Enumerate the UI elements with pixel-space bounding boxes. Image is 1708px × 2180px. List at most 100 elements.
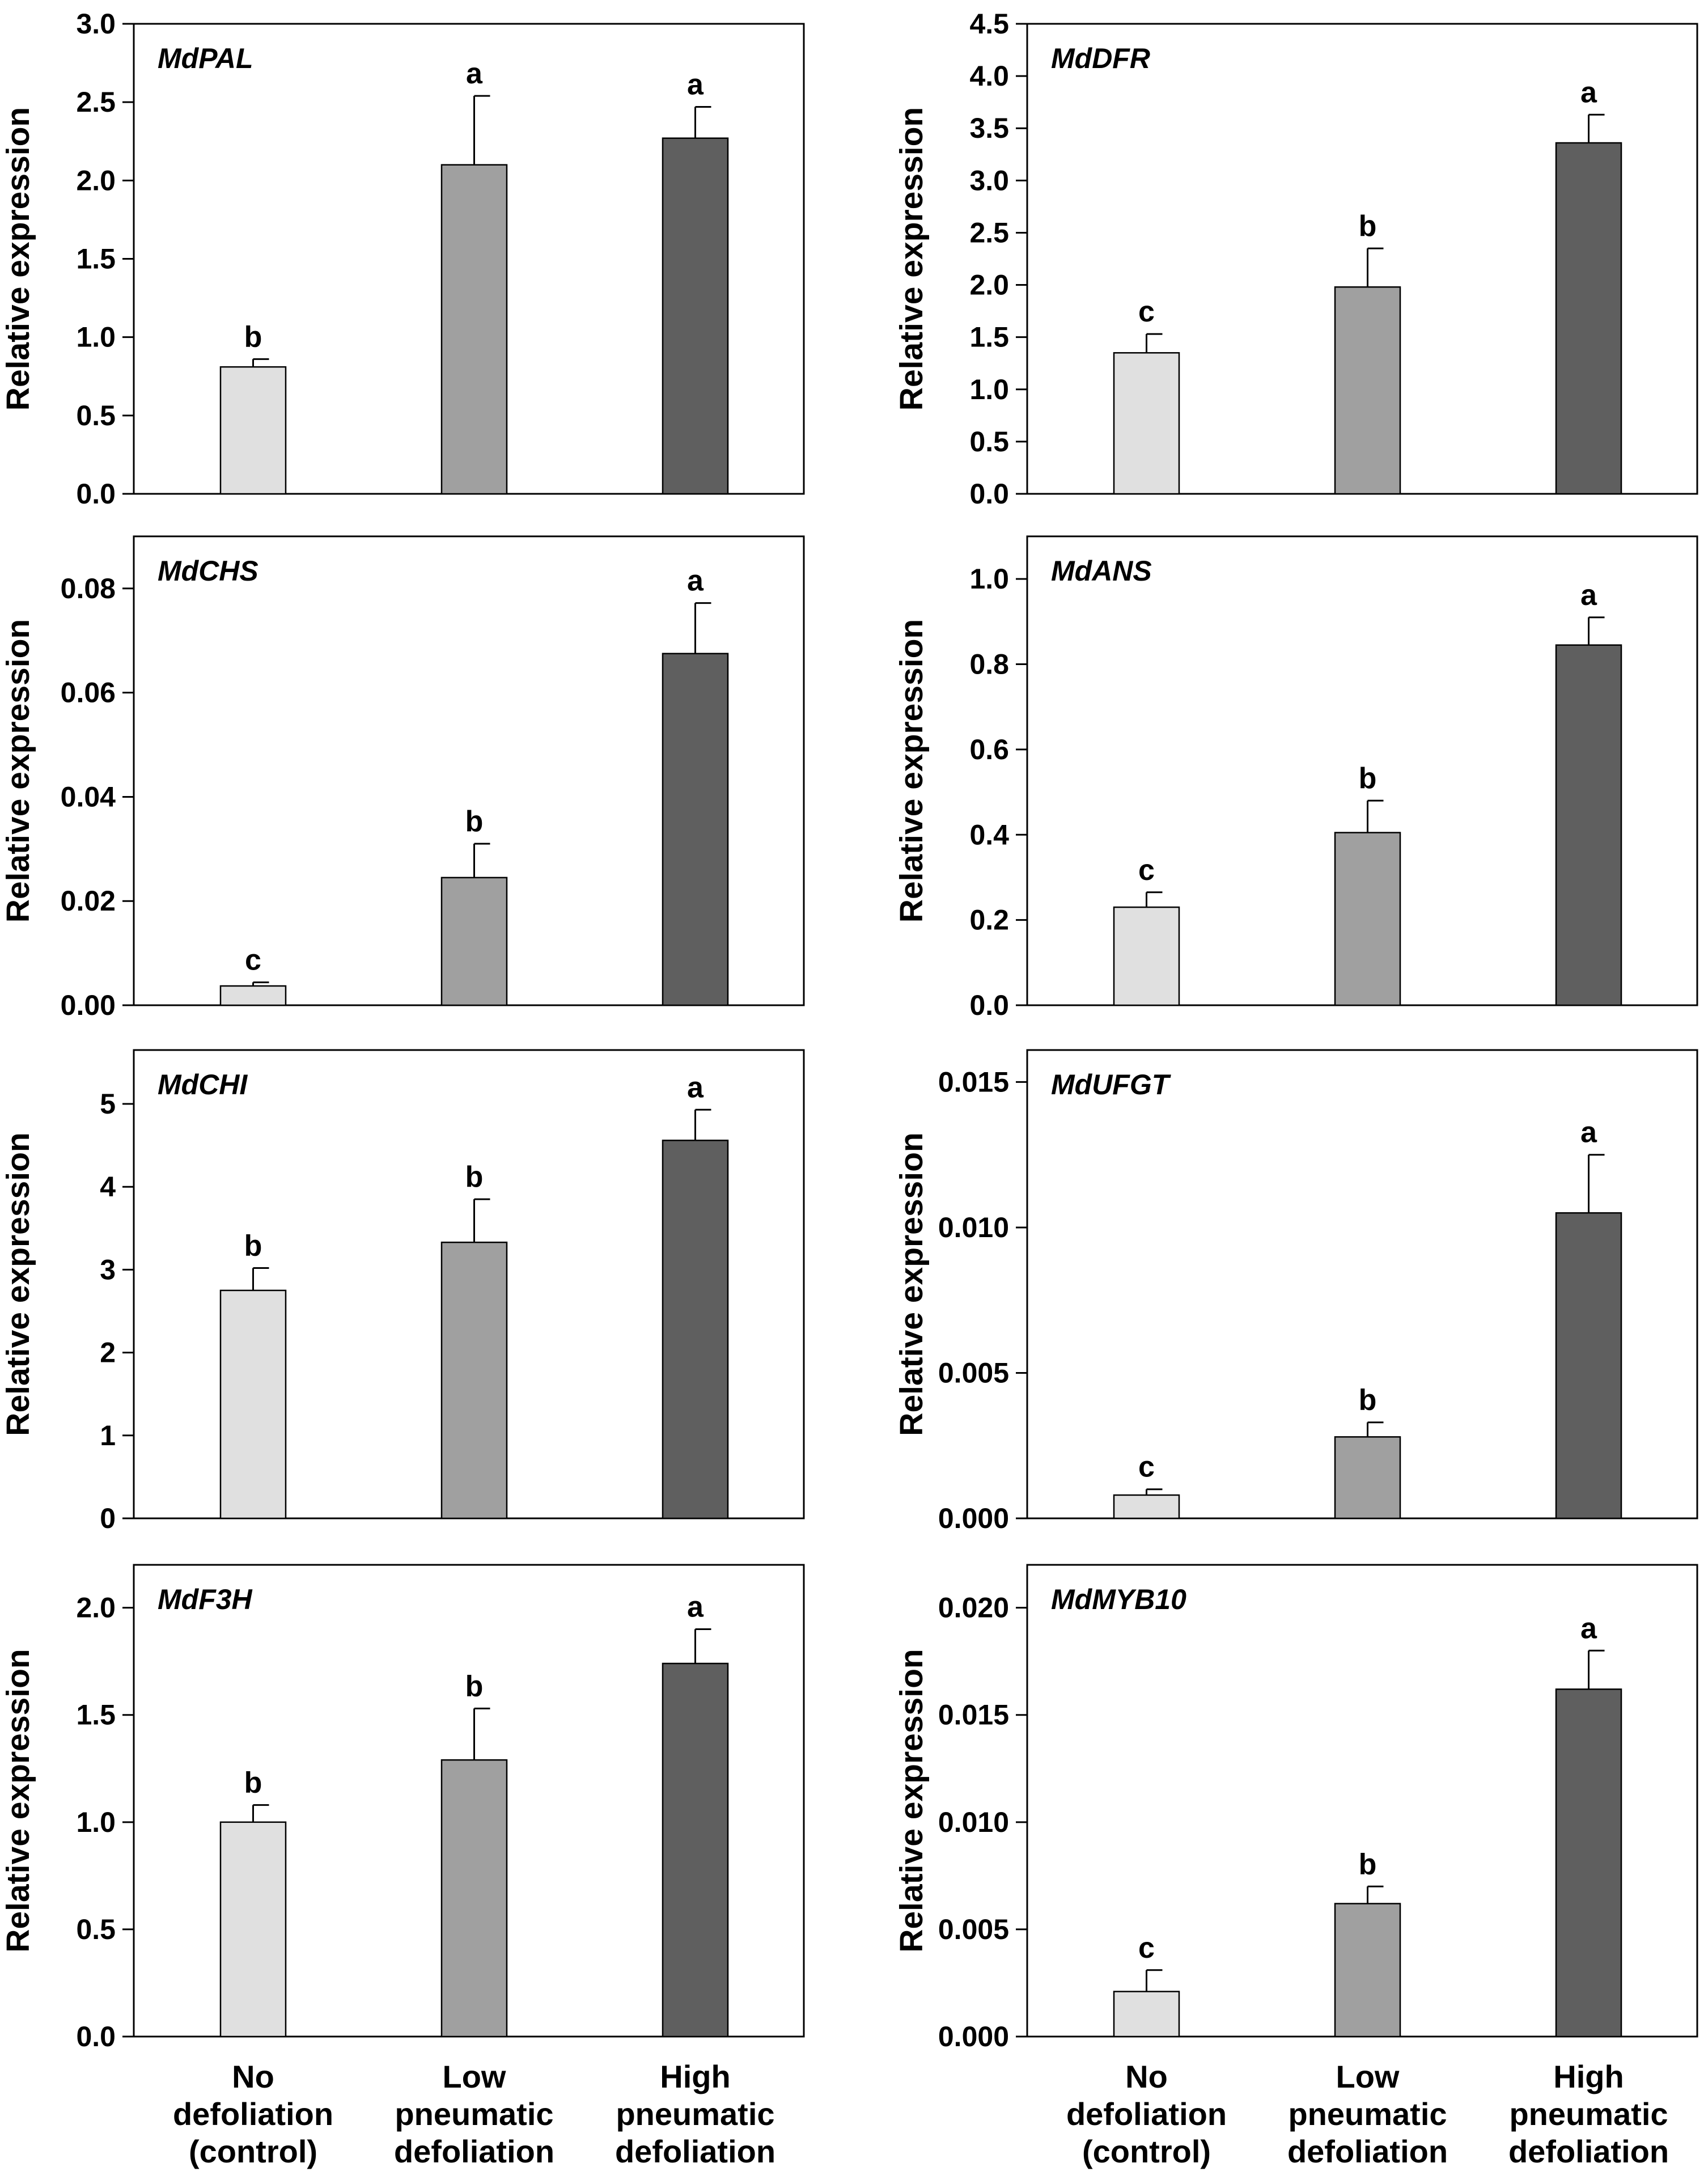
y-tick-label: 0.010	[938, 1212, 1009, 1243]
y-tick-label: 2.5	[969, 217, 1009, 248]
x-category-label-line: pneumatic	[1509, 2096, 1668, 2132]
y-tick-label: 2.5	[76, 86, 116, 118]
bar	[662, 1662, 729, 2038]
x-category-label-line: (control)	[1082, 2134, 1211, 2169]
significance-letter: a	[687, 1071, 704, 1104]
x-category-label-line: defoliation	[615, 2134, 775, 2169]
y-tick-label: 0	[100, 1502, 116, 1534]
bar	[440, 877, 508, 1006]
bar	[440, 164, 508, 495]
significance-letter: b	[1359, 1848, 1377, 1881]
y-axis-label: Relative expression	[893, 107, 930, 410]
bar	[1555, 1212, 1622, 1519]
significance-letter: b	[244, 1767, 262, 1800]
bar	[1334, 1436, 1401, 1519]
y-tick-label: 0.0	[76, 478, 116, 510]
y-tick-label: 0.04	[61, 781, 116, 812]
y-axis-label: Relative expression	[893, 619, 930, 922]
significance-letter: a	[687, 68, 704, 101]
y-tick-label: 2.0	[76, 164, 116, 196]
y-tick-label: 1	[100, 1420, 116, 1451]
x-category-label: High pneumatic defoliation	[1508, 2059, 1669, 2169]
y-axis-label: Relative expression	[0, 1132, 36, 1436]
bar	[1334, 1903, 1401, 2038]
significance-letter: c	[1138, 1932, 1155, 1965]
x-category-label-line: Low	[443, 2059, 506, 2094]
chart-panel-mdans: 0.0 0.2 0.4 0.6 0.8 1.0 Relative expression MdA…	[893, 535, 1698, 1021]
y-tick-label: 0.4	[969, 819, 1009, 850]
x-category-label-line: defoliation	[1508, 2134, 1669, 2169]
y-tick-label: 3.5	[969, 112, 1009, 144]
y-tick-label: 0.6	[969, 734, 1009, 765]
y-tick-label: 4	[100, 1171, 116, 1203]
bar	[440, 1241, 508, 1519]
y-axis-label: Relative expression	[893, 1649, 930, 1952]
x-category-label-line: pneumatic	[1288, 2096, 1447, 2132]
significance-letter: c	[1138, 295, 1155, 328]
y-tick-label: 2	[100, 1337, 116, 1369]
y-tick-label: 0.5	[76, 1914, 116, 1945]
significance-letter: b	[465, 1670, 484, 1703]
bar	[1334, 286, 1401, 495]
x-category-label: Low pneumatic defoliation	[394, 2059, 554, 2169]
y-tick-label: 0.020	[938, 1592, 1009, 1624]
y-tick-label: 0.000	[938, 1502, 1009, 1534]
chart-panel-mdf3h: 0.0 0.5 1.0 1.5 2.0 Relative expression MdF3H b…	[0, 1564, 805, 2052]
y-tick-label: 0.015	[938, 1066, 1009, 1098]
significance-letter: b	[1359, 1384, 1377, 1417]
y-tick-label: 0.005	[938, 1357, 1009, 1389]
significance-letter: a	[687, 565, 704, 598]
bar	[1555, 1688, 1622, 2038]
x-category-label-line: pneumatic	[395, 2096, 553, 2132]
bar	[662, 653, 729, 1006]
bar	[1113, 1991, 1180, 2038]
bar	[440, 1759, 508, 2038]
y-tick-label: 1.0	[969, 563, 1009, 595]
significance-letter: b	[1359, 762, 1377, 795]
y-tick-label: 0.5	[76, 400, 116, 431]
y-tick-label: 0.005	[938, 1914, 1009, 1945]
significance-letter: a	[1580, 1612, 1597, 1645]
panel-title: MdPAL	[158, 43, 253, 74]
x-category-label: High pneumatic defoliation	[615, 2059, 775, 2169]
y-tick-label: 0.08	[61, 573, 116, 604]
y-tick-label: 1.5	[76, 1699, 116, 1731]
significance-letter: b	[465, 805, 484, 838]
significance-letter: b	[244, 320, 262, 353]
x-category-label: Low pneumatic defoliation	[1287, 2059, 1448, 2169]
significance-letter: a	[466, 57, 483, 90]
significance-letter: c	[245, 944, 261, 977]
x-category-label-line: defoliation	[1287, 2134, 1448, 2169]
significance-letter: a	[1580, 1116, 1597, 1149]
x-category-label-line: No	[232, 2059, 274, 2094]
y-tick-label: 0.010	[938, 1806, 1009, 1838]
significance-letter: b	[465, 1161, 484, 1193]
chart-panel-mdchi: 0 1 2 3 4 5 Relative expression MdCHI b b a	[0, 1049, 805, 1534]
y-tick-label: 1.5	[969, 321, 1009, 353]
y-axis-label: Relative expression	[0, 107, 36, 410]
y-axis-label: Relative expression	[893, 1132, 930, 1436]
significance-letter: b	[244, 1229, 262, 1262]
bar	[1334, 832, 1401, 1006]
y-tick-label: 0.5	[969, 426, 1009, 458]
bar	[219, 1821, 287, 2038]
y-tick-label: 5	[100, 1088, 116, 1120]
x-category-label-line: defoliation	[1066, 2096, 1227, 2132]
x-category-label-line: Low	[1336, 2059, 1400, 2094]
y-tick-label: 0.06	[61, 677, 116, 709]
bar	[1555, 644, 1622, 1006]
y-tick-label: 3	[100, 1254, 116, 1285]
y-tick-label: 3.0	[76, 8, 116, 40]
bar	[219, 366, 287, 495]
y-tick-label: 3.0	[969, 164, 1009, 196]
y-tick-label: 0.00	[61, 989, 116, 1021]
x-category-label: No defoliation (control)	[1066, 2059, 1227, 2169]
x-category-label-line: (control)	[189, 2134, 317, 2169]
y-tick-label: 0.02	[61, 885, 116, 917]
y-tick-label: 1.0	[76, 321, 116, 353]
y-axis-label: Relative expression	[0, 619, 36, 922]
significance-letter: a	[1580, 579, 1597, 612]
panel-title: MdMYB10	[1051, 1584, 1186, 1615]
